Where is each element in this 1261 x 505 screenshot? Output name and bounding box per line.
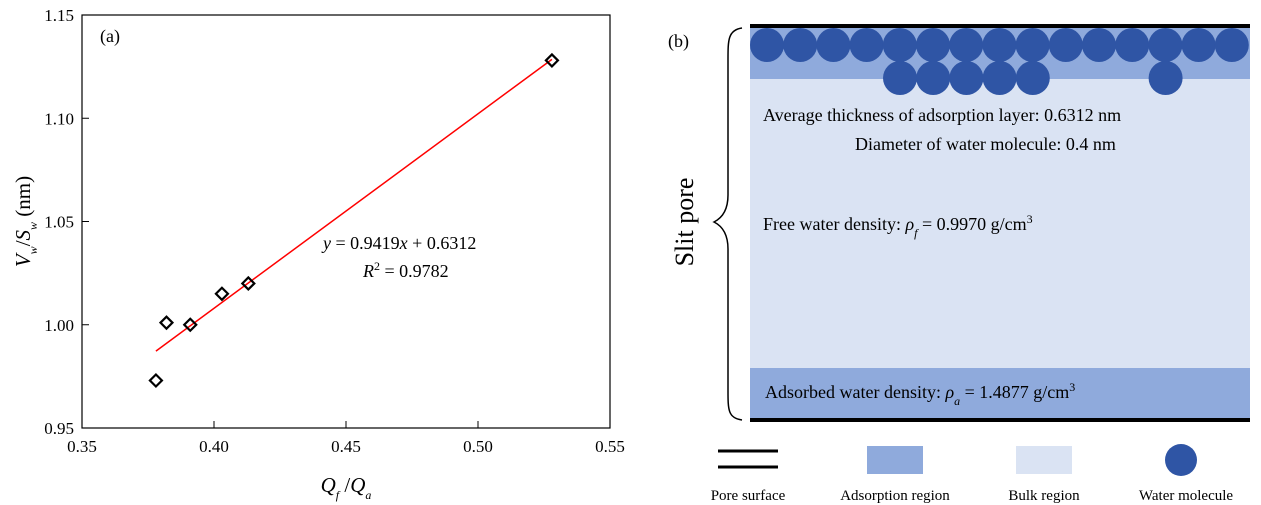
text-part: /	[11, 240, 35, 246]
text-part: = 0.9970 g/cm	[917, 214, 1026, 234]
water-molecule	[949, 61, 984, 95]
text-part: 2	[374, 259, 380, 273]
note: Free water density: ρf = 0.9970 g/cm3	[763, 212, 1033, 240]
water-molecule	[750, 28, 784, 62]
text-part: 0.9782	[399, 261, 449, 281]
text-part: Diameter of water molecule: 0.4 nm	[855, 134, 1116, 154]
x-tick-label: 0.50	[463, 437, 493, 456]
x-tick-label: 0.55	[595, 437, 625, 456]
water-molecule	[916, 61, 951, 95]
text-part: /	[339, 473, 350, 497]
text-part: a	[365, 488, 371, 502]
text-part: 0.6312	[427, 233, 477, 253]
panel-label: (a)	[100, 26, 120, 47]
water-molecule	[849, 28, 884, 62]
text-part: V	[11, 252, 35, 267]
legend-label: Adsorption region	[840, 488, 950, 504]
y-tick-label: 1.10	[44, 109, 74, 128]
data-point	[158, 315, 175, 331]
text-part: ρ	[944, 382, 954, 402]
text-part: ρ	[904, 214, 914, 234]
text-part: w	[26, 246, 40, 254]
legend-molecule	[1165, 444, 1197, 476]
water-molecule	[883, 61, 917, 95]
water-molecule	[783, 28, 818, 62]
water-molecule	[949, 28, 984, 62]
text-part: Average thickness of adsorption layer: 0…	[763, 105, 1121, 125]
text-part: a	[954, 394, 960, 408]
text-part: (nm)	[11, 176, 35, 222]
pore-diagram	[712, 24, 1250, 476]
legend-adsorption	[867, 446, 923, 474]
y-tick-label: 1.00	[44, 316, 74, 335]
x-tick-label: 0.35	[67, 437, 97, 456]
water-molecule	[982, 28, 1017, 62]
brace	[712, 27, 743, 421]
molecules	[750, 28, 1249, 95]
water-molecule	[1082, 28, 1116, 62]
water-molecule	[1048, 28, 1083, 62]
water-molecule	[916, 28, 950, 62]
y-axis-label: Vw/Sw (nm)	[11, 176, 40, 267]
text-part: y	[321, 233, 331, 253]
x-axis-label: Qf /Qa	[321, 473, 372, 502]
water-molecule	[882, 28, 917, 62]
note: Average thickness of adsorption layer: 0…	[763, 105, 1121, 125]
fit-equation: y = 0.9419x + 0.6312	[321, 233, 476, 253]
text-part: 3	[1069, 380, 1075, 394]
water-molecule	[1015, 28, 1050, 62]
x-tick-label: 0.40	[199, 437, 229, 456]
note: Adsorbed water density: ρa = 1.4877 g/cm…	[765, 380, 1075, 408]
fit-line	[155, 58, 553, 352]
text-part: Free water density:	[763, 214, 905, 234]
text-part: = 1.4877 g/cm	[960, 382, 1069, 402]
data-point	[544, 52, 560, 68]
text-part: R	[362, 261, 374, 281]
text-part: Q	[350, 473, 365, 497]
text-part: S	[11, 229, 35, 240]
side-label: Slit pore	[670, 178, 699, 267]
text-part: f	[914, 226, 919, 240]
text-part: =	[380, 261, 399, 281]
legend-label: Pore surface	[711, 488, 786, 504]
legend-label: Water molecule	[1139, 488, 1234, 504]
water-molecule	[1148, 28, 1183, 62]
water-molecule	[1214, 28, 1249, 62]
text-part: Q	[321, 473, 336, 497]
y-tick-label: 0.95	[44, 419, 74, 438]
panel-label: (b)	[668, 31, 689, 52]
data-point	[148, 372, 164, 389]
data-point	[214, 286, 230, 302]
text-part: +	[408, 233, 427, 253]
x-tick-label: 0.45	[331, 437, 361, 456]
legend-bulk	[1016, 446, 1072, 474]
text-part: x	[399, 233, 408, 253]
text-part: Adsorbed water density:	[765, 382, 945, 402]
text-part: w	[26, 222, 40, 230]
plot-frame	[81, 14, 611, 429]
text-part: 3	[1027, 212, 1033, 226]
water-molecule	[982, 61, 1017, 95]
water-molecule	[1148, 61, 1183, 95]
note: Diameter of water molecule: 0.4 nm	[855, 134, 1116, 154]
legend-label: Bulk region	[1008, 488, 1080, 504]
y-tick-label: 1.15	[44, 6, 74, 25]
fit-r2: R2 = 0.9782	[362, 259, 449, 281]
water-molecule	[816, 28, 851, 62]
y-tick-label: 1.05	[44, 213, 74, 232]
text-part: f	[336, 488, 341, 502]
data-point	[240, 275, 256, 292]
water-molecule	[1015, 61, 1050, 95]
water-molecule	[1115, 28, 1150, 62]
text-part: 0.9419	[350, 233, 400, 253]
text-part: =	[331, 233, 350, 253]
data-point	[182, 317, 198, 333]
water-molecule	[1181, 28, 1216, 62]
adsorption-region	[750, 368, 1250, 419]
